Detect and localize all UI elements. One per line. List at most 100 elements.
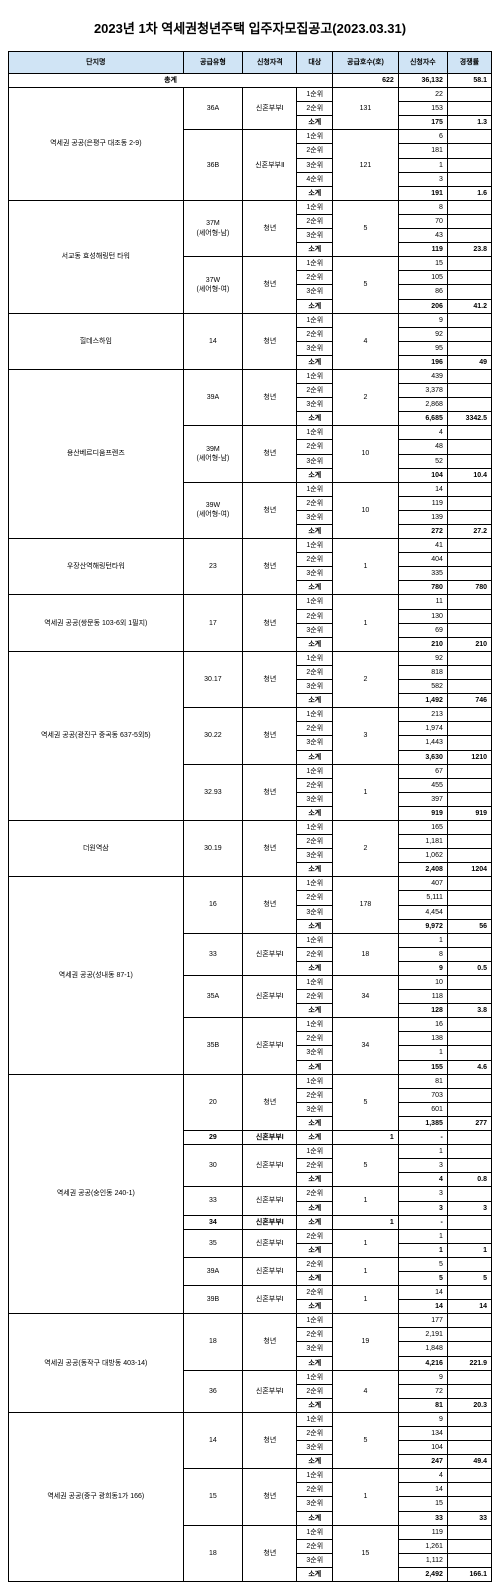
table-cell: 407 bbox=[398, 877, 447, 891]
table-cell: 119 bbox=[398, 243, 447, 257]
table-cell: 3순위 bbox=[297, 454, 333, 468]
table-cell: 1 bbox=[333, 1286, 399, 1314]
table-cell: 213 bbox=[398, 708, 447, 722]
table-cell: 청년 bbox=[243, 1314, 297, 1370]
table-cell bbox=[447, 1370, 491, 1384]
table-cell: 1,261 bbox=[398, 1539, 447, 1553]
table-cell: 신혼부부Ⅰ bbox=[243, 1018, 297, 1074]
table-cell: 3 bbox=[398, 172, 447, 186]
total-row: 총계62236,13258.1 bbox=[9, 74, 492, 88]
table-cell: 19 bbox=[333, 1314, 399, 1370]
table-cell: 2순위 bbox=[297, 1229, 333, 1243]
table-cell bbox=[447, 172, 491, 186]
table-cell: 32.93 bbox=[183, 764, 243, 820]
table-cell: 27.2 bbox=[447, 525, 491, 539]
table-cell: 181 bbox=[398, 144, 447, 158]
table-cell bbox=[447, 1384, 491, 1398]
table-cell: 9,972 bbox=[398, 919, 447, 933]
table-cell: 1순위 bbox=[297, 200, 333, 214]
table-cell bbox=[447, 1328, 491, 1342]
column-header: 공급호수(호) bbox=[333, 52, 399, 74]
table-cell: 1 bbox=[333, 1187, 399, 1215]
table-cell: 404 bbox=[398, 553, 447, 567]
table-cell: 소계 bbox=[297, 1243, 333, 1257]
table-cell bbox=[447, 102, 491, 116]
table-cell: 3순위 bbox=[297, 158, 333, 172]
table-cell bbox=[447, 1187, 491, 1201]
table-cell bbox=[447, 1286, 491, 1300]
table-cell: 30.19 bbox=[183, 820, 243, 876]
table-cell: 121 bbox=[333, 130, 399, 200]
table-cell: 165 bbox=[398, 820, 447, 834]
table-cell: 39W(셰어형-여) bbox=[183, 482, 243, 538]
table-cell: 2 bbox=[333, 820, 399, 876]
table-cell: 128 bbox=[398, 1004, 447, 1018]
table-cell: 3순위 bbox=[297, 1342, 333, 1356]
table-cell: 3순위 bbox=[297, 1441, 333, 1455]
table-cell: 1 bbox=[333, 1131, 399, 1145]
table-cell bbox=[447, 384, 491, 398]
table-row: 역세권 공공(숭인동 240-1)20청년1순위581 bbox=[9, 1074, 492, 1088]
table-cell bbox=[447, 665, 491, 679]
table-cell bbox=[447, 1342, 491, 1356]
table-cell: 18 bbox=[183, 1314, 243, 1370]
table-cell: 10.4 bbox=[447, 468, 491, 482]
table-cell: 277 bbox=[447, 1116, 491, 1130]
table-cell: 2순위 bbox=[297, 384, 333, 398]
table-cell: 3순위 bbox=[297, 510, 333, 524]
table-cell bbox=[447, 891, 491, 905]
table-cell: 소계 bbox=[297, 355, 333, 369]
table-cell: 780 bbox=[447, 581, 491, 595]
table-cell: 95 bbox=[398, 341, 447, 355]
table-cell: 1 bbox=[398, 1046, 447, 1060]
table-cell: 15 bbox=[183, 1469, 243, 1525]
table-cell: 1 bbox=[333, 764, 399, 820]
table-cell: 소계 bbox=[297, 525, 333, 539]
table-cell: 16 bbox=[183, 877, 243, 933]
table-cell: 1210 bbox=[447, 750, 491, 764]
table-cell: 1순위 bbox=[297, 1412, 333, 1426]
table-cell bbox=[447, 510, 491, 524]
table-cell: 3순위 bbox=[297, 567, 333, 581]
table-cell: 69 bbox=[398, 623, 447, 637]
table-cell: 35 bbox=[183, 1229, 243, 1257]
table-cell: 221.9 bbox=[447, 1356, 491, 1370]
table-cell: 166.1 bbox=[447, 1567, 491, 1581]
table-cell: 1 bbox=[333, 595, 399, 651]
table-cell: 3순위 bbox=[297, 1102, 333, 1116]
table-cell: 역세권 공공(은평구 대조동 2-9) bbox=[9, 88, 184, 201]
table-cell: 2순위 bbox=[297, 1088, 333, 1102]
table-cell: 104 bbox=[398, 468, 447, 482]
table-cell: 20 bbox=[183, 1074, 243, 1130]
table-cell: 1순위 bbox=[297, 1469, 333, 1483]
table-cell: 청년 bbox=[243, 1469, 297, 1525]
table-cell: 소계 bbox=[297, 243, 333, 257]
table-cell: 신혼부부Ⅰ bbox=[243, 976, 297, 1018]
table-cell: 2순위 bbox=[297, 665, 333, 679]
table-cell bbox=[447, 1441, 491, 1455]
table-cell: 소계 bbox=[297, 1300, 333, 1314]
table-cell: 1순위 bbox=[297, 313, 333, 327]
table-cell: 92 bbox=[398, 327, 447, 341]
table-cell bbox=[447, 595, 491, 609]
table-cell: 177 bbox=[398, 1314, 447, 1328]
table-cell bbox=[447, 158, 491, 172]
table-cell: 37M(셰어형-남) bbox=[183, 200, 243, 256]
table-cell bbox=[447, 482, 491, 496]
table-cell: 1 bbox=[398, 1145, 447, 1159]
table-cell bbox=[447, 1539, 491, 1553]
table-cell: 소계 bbox=[297, 1356, 333, 1370]
table-cell: 소계 bbox=[297, 1567, 333, 1581]
table-cell bbox=[447, 1215, 491, 1229]
table-cell: 138 bbox=[398, 1032, 447, 1046]
table-cell: 1 bbox=[398, 158, 447, 172]
table-cell: 1순위 bbox=[297, 764, 333, 778]
table-cell: 청년 bbox=[243, 313, 297, 369]
table-cell: 22 bbox=[398, 88, 447, 102]
table-cell: 29 bbox=[183, 1131, 243, 1145]
table-cell: 49.4 bbox=[447, 1455, 491, 1469]
column-header: 공급유형 bbox=[183, 52, 243, 74]
table-cell: 9 bbox=[398, 961, 447, 975]
table-cell: 34 bbox=[333, 976, 399, 1018]
table-cell: 용산베르디움프렌즈 bbox=[9, 369, 184, 538]
